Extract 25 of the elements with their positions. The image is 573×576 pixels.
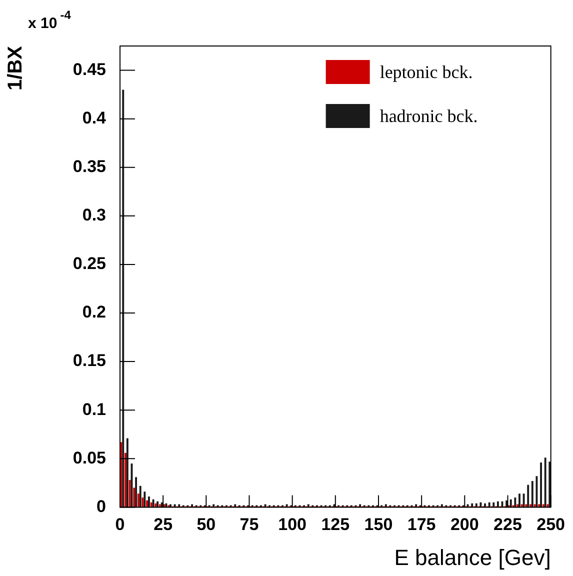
y-axis-title: 1/BX: [4, 45, 27, 90]
x-tick-label: 225: [494, 515, 522, 534]
legend-label: hadronic bck.: [380, 106, 478, 126]
x-tick-label: 75: [240, 515, 259, 534]
x-tick-label: 25: [154, 515, 173, 534]
x-tick-label: 150: [364, 515, 393, 534]
y-tick-label: 0.25: [72, 254, 106, 274]
y-tick-label: 0.1: [82, 400, 106, 419]
y-tick-label: 0.45: [72, 60, 106, 79]
y-tick-label: 0.4: [82, 108, 107, 128]
y-tick-label: 0.2: [82, 302, 106, 322]
y-tick-label: 0.35: [72, 157, 106, 176]
x-axis-title: E balance [Gev]: [394, 544, 551, 570]
x-tick-label: 0: [115, 515, 125, 534]
x-tick-label: 50: [196, 515, 216, 534]
x-tick-label: 175: [407, 515, 436, 534]
x-tick-label: 200: [450, 515, 479, 534]
y-tick-label: 0: [96, 496, 106, 516]
x-tick-label: 125: [321, 515, 350, 534]
x-tick-label: 250: [536, 515, 566, 534]
x-tick-label: 100: [278, 515, 307, 534]
y-tick-label: 0.15: [72, 351, 106, 370]
y-tick-label: 0.05: [72, 448, 106, 468]
y-tick-label: 0.3: [82, 206, 106, 225]
legend-label: leptonic bck.: [380, 62, 473, 82]
